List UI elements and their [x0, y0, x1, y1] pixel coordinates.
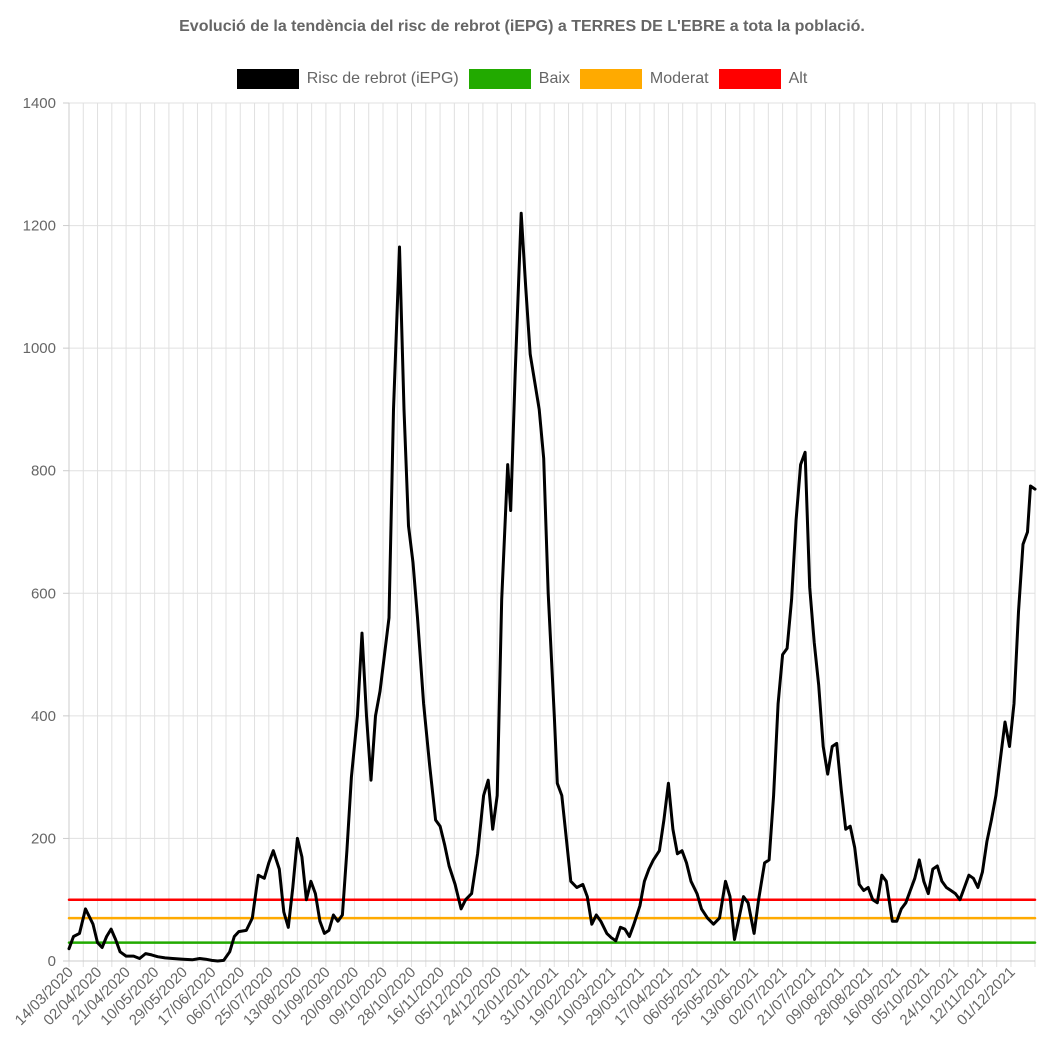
y-axis-ticks: 0 200 400 600 800 1000 1200 1400: [23, 95, 69, 970]
y-tick-label: 0: [48, 953, 56, 970]
legend-label-iepg: Risc de rebrot (iEPG): [306, 70, 459, 87]
legend: Risc de rebrot (iEPG) Baix Moderat Alt: [0, 67, 1044, 91]
legend-label-baix: Baix: [538, 70, 570, 87]
legend-swatch-baix: [468, 69, 531, 89]
legend-swatch-iepg: [236, 69, 299, 89]
series-line-iepg: [67, 211, 1037, 963]
chart-title: Evolució de la tendència del risc de reb…: [179, 18, 865, 35]
legend-label-moderat: Moderat: [649, 70, 709, 87]
legend-label-alt: Alt: [788, 70, 808, 87]
x-axis-ticks: 14/03/202002/04/202021/04/202010/05/2020…: [12, 964, 1019, 1029]
legend-item-alt[interactable]: Alt: [718, 69, 808, 89]
y-tick-label: 1400: [23, 95, 56, 112]
series-layer: [67, 211, 1037, 963]
y-tick-label: 1200: [23, 218, 56, 235]
axes: [68, 103, 1035, 962]
y-tick-label: 400: [31, 708, 56, 725]
y-tick-label: 600: [31, 585, 56, 602]
y-tick-label: 800: [31, 463, 56, 480]
legend-swatch-alt: [718, 69, 781, 89]
legend-swatch-moderat: [579, 69, 642, 89]
y-tick-label: 1000: [23, 340, 56, 357]
y-tick-label: 200: [31, 830, 56, 847]
legend-item-baix[interactable]: Baix: [468, 69, 570, 89]
legend-item-iepg[interactable]: Risc de rebrot (iEPG): [236, 69, 459, 89]
legend-item-moderat[interactable]: Moderat: [579, 69, 709, 89]
grid: [68, 102, 1036, 967]
